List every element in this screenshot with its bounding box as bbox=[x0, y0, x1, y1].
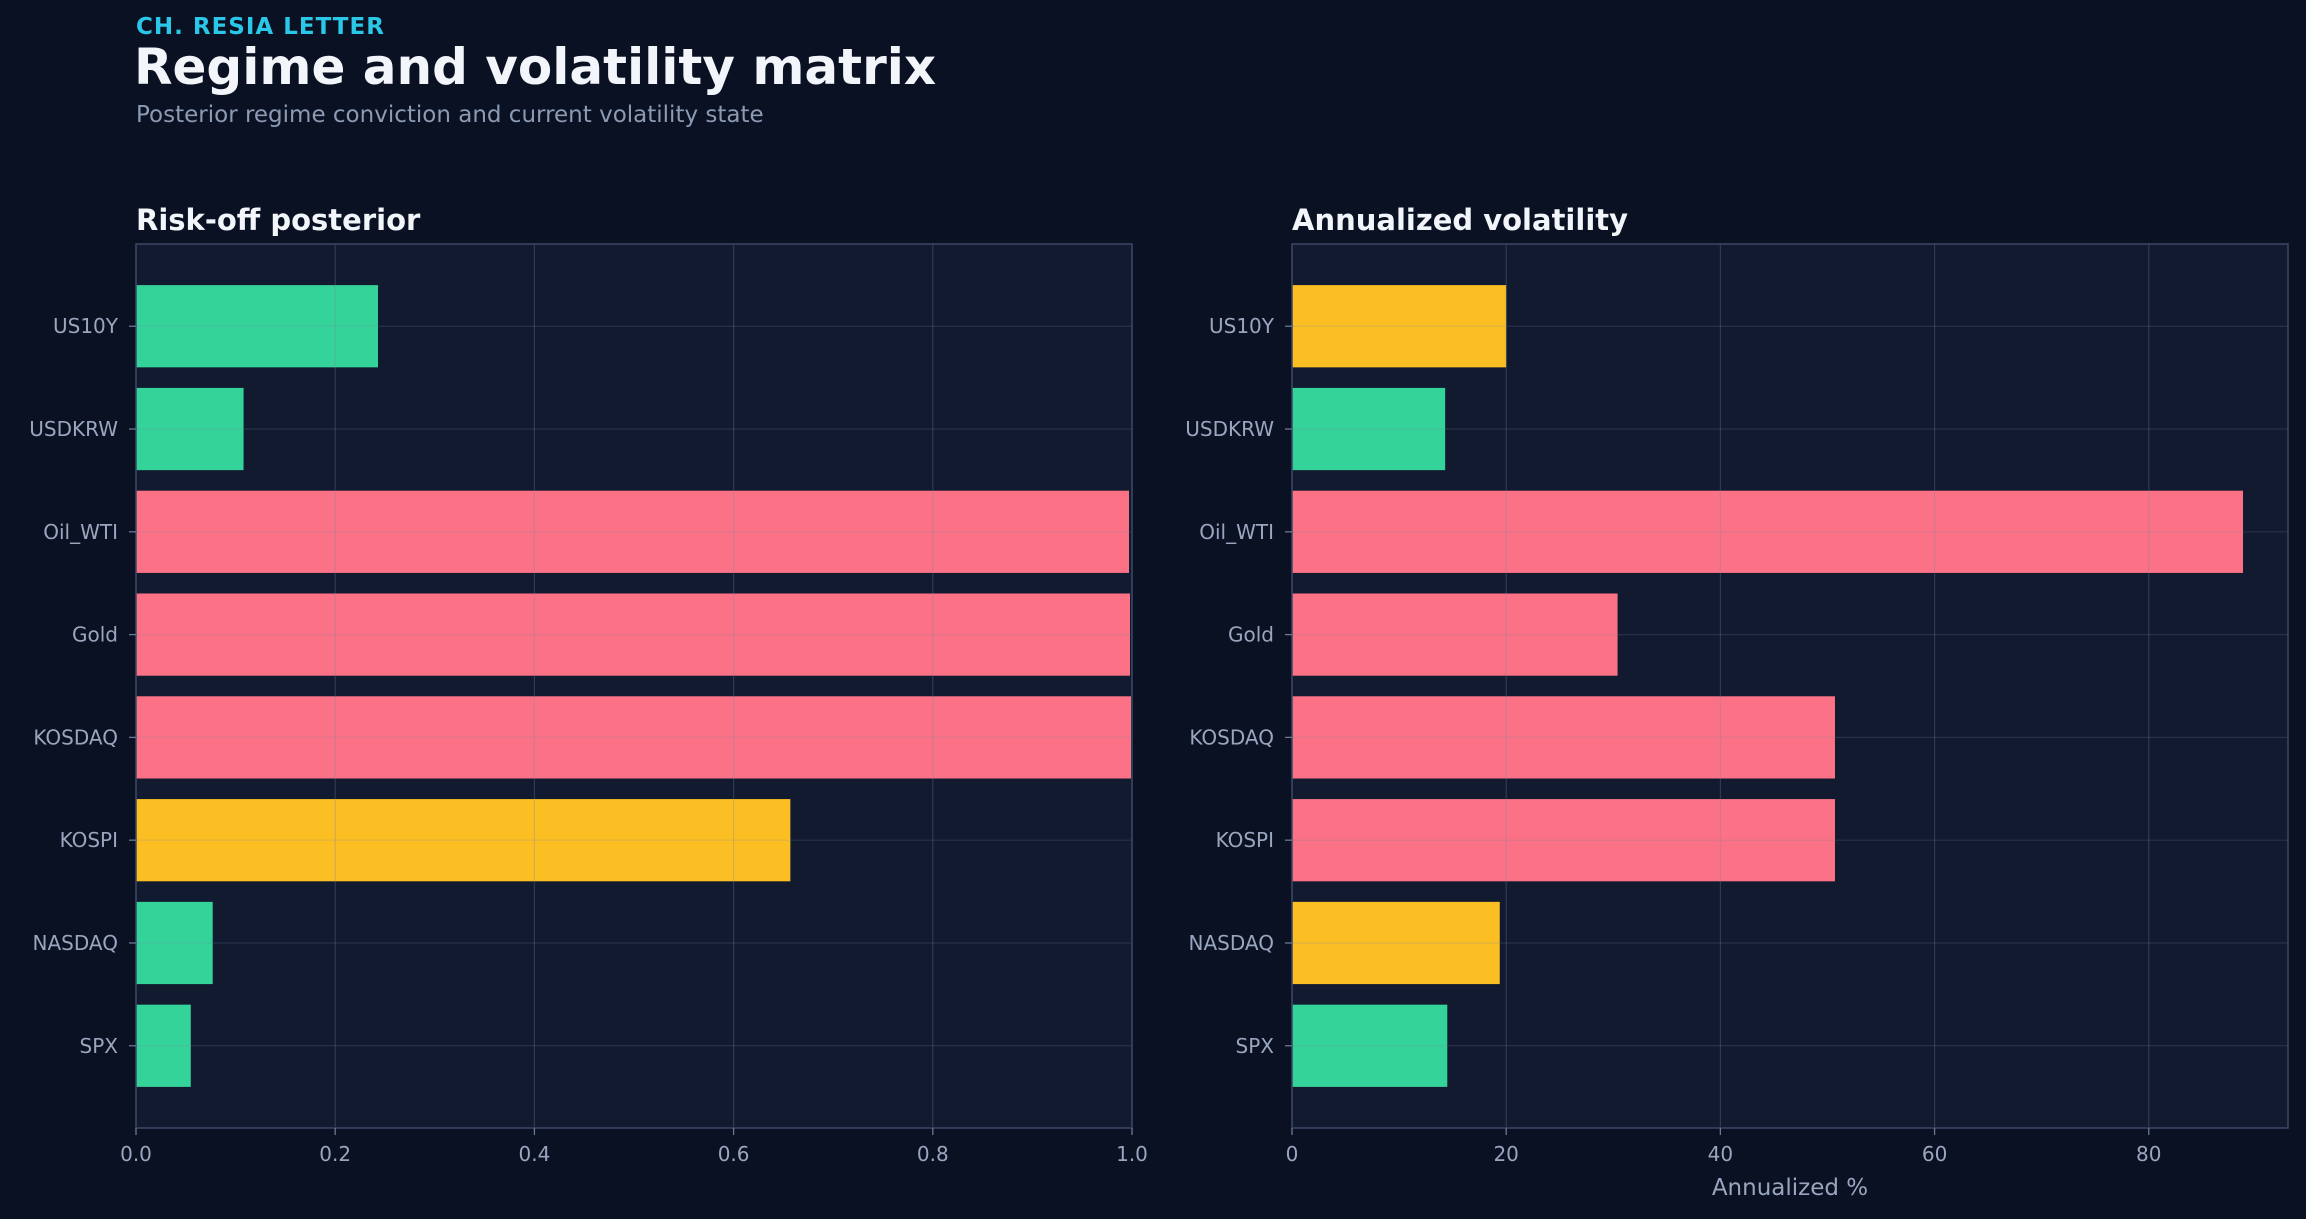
volatility-plot-area bbox=[1292, 244, 2288, 1128]
volatility-category-label-oil-wti: Oil_WTI bbox=[1199, 520, 1274, 544]
report-kicker: CH. RESIA LETTER bbox=[136, 14, 385, 40]
page-title: Regime and volatility matrix bbox=[134, 38, 937, 96]
risk-off-bar-us10y bbox=[136, 285, 379, 368]
risk-off-xtick-label-3: 0.6 bbox=[718, 1142, 750, 1166]
volatility-category-label-gold: Gold bbox=[1228, 623, 1274, 647]
risk-off-plot-area bbox=[136, 244, 1132, 1128]
volatility-bar-oil-wti bbox=[1292, 490, 2244, 573]
risk-off-category-label-kospi: KOSPI bbox=[60, 828, 118, 852]
risk-off-xtick-label-4: 0.8 bbox=[917, 1142, 949, 1166]
volatility-category-label-kosdaq: KOSDAQ bbox=[1189, 725, 1274, 749]
risk-off-category-label-kosdaq: KOSDAQ bbox=[33, 725, 118, 749]
risk-off-xtick-label-2: 0.4 bbox=[518, 1142, 550, 1166]
risk-off-bar-gold bbox=[136, 593, 1131, 676]
volatility-category-label-nasdaq: NASDAQ bbox=[1189, 931, 1274, 955]
volatility-xtick-label-1: 20 bbox=[1493, 1142, 1518, 1166]
volatility-bar-nasdaq bbox=[1292, 901, 1500, 985]
risk-off-bar-kospi bbox=[136, 799, 791, 882]
risk-off-xtick-label-1: 0.2 bbox=[319, 1142, 351, 1166]
volatility-bar-gold bbox=[1292, 593, 1618, 676]
volatility-category-label-us10y: US10Y bbox=[1209, 314, 1275, 338]
volatility-category-label-usdkrw: USDKRW bbox=[1185, 417, 1274, 441]
volatility-category-label-kospi: KOSPI bbox=[1216, 828, 1274, 852]
volatility-x-axis-label: Annualized % bbox=[1712, 1175, 1868, 1201]
volatility-xtick-label-0: 0 bbox=[1286, 1142, 1299, 1166]
risk-off-category-label-gold: Gold bbox=[72, 623, 118, 647]
risk-off-bar-usdkrw bbox=[136, 387, 244, 471]
risk-off-bar-kosdaq bbox=[136, 696, 1132, 779]
risk-off-bar-spx bbox=[136, 1004, 191, 1087]
right-chart-title: Annualized volatility bbox=[1292, 203, 1629, 237]
volatility-plot-frame bbox=[1291, 243, 2289, 1129]
risk-off-bar-nasdaq bbox=[136, 901, 213, 985]
volatility-bar-usdkrw bbox=[1292, 387, 1446, 471]
risk-off-category-label-spx: SPX bbox=[80, 1034, 119, 1058]
risk-off-xtick-label-0: 0.0 bbox=[120, 1142, 152, 1166]
risk-off-bar-oil-wti bbox=[136, 490, 1130, 573]
volatility-bar-us10y bbox=[1292, 285, 1507, 368]
risk-off-category-label-us10y: US10Y bbox=[53, 314, 119, 338]
volatility-category-label-spx: SPX bbox=[1236, 1034, 1275, 1058]
risk-off-xtick-label-5: 1.0 bbox=[1116, 1142, 1148, 1166]
risk-off-category-label-nasdaq: NASDAQ bbox=[33, 931, 118, 955]
risk-off-plot-frame bbox=[135, 243, 1133, 1129]
volatility-xtick-label-3: 60 bbox=[1922, 1142, 1947, 1166]
volatility-bar-kospi bbox=[1292, 799, 1835, 882]
volatility-bar-spx bbox=[1292, 1004, 1448, 1087]
risk-off-category-label-usdkrw: USDKRW bbox=[29, 417, 118, 441]
left-chart-title: Risk-off posterior bbox=[136, 203, 421, 237]
volatility-xtick-label-4: 80 bbox=[2136, 1142, 2161, 1166]
risk-off-category-label-oil-wti: Oil_WTI bbox=[43, 520, 118, 544]
volatility-bar-kosdaq bbox=[1292, 696, 1835, 779]
page-subtitle: Posterior regime conviction and current … bbox=[136, 102, 764, 128]
volatility-xtick-label-2: 40 bbox=[1708, 1142, 1733, 1166]
